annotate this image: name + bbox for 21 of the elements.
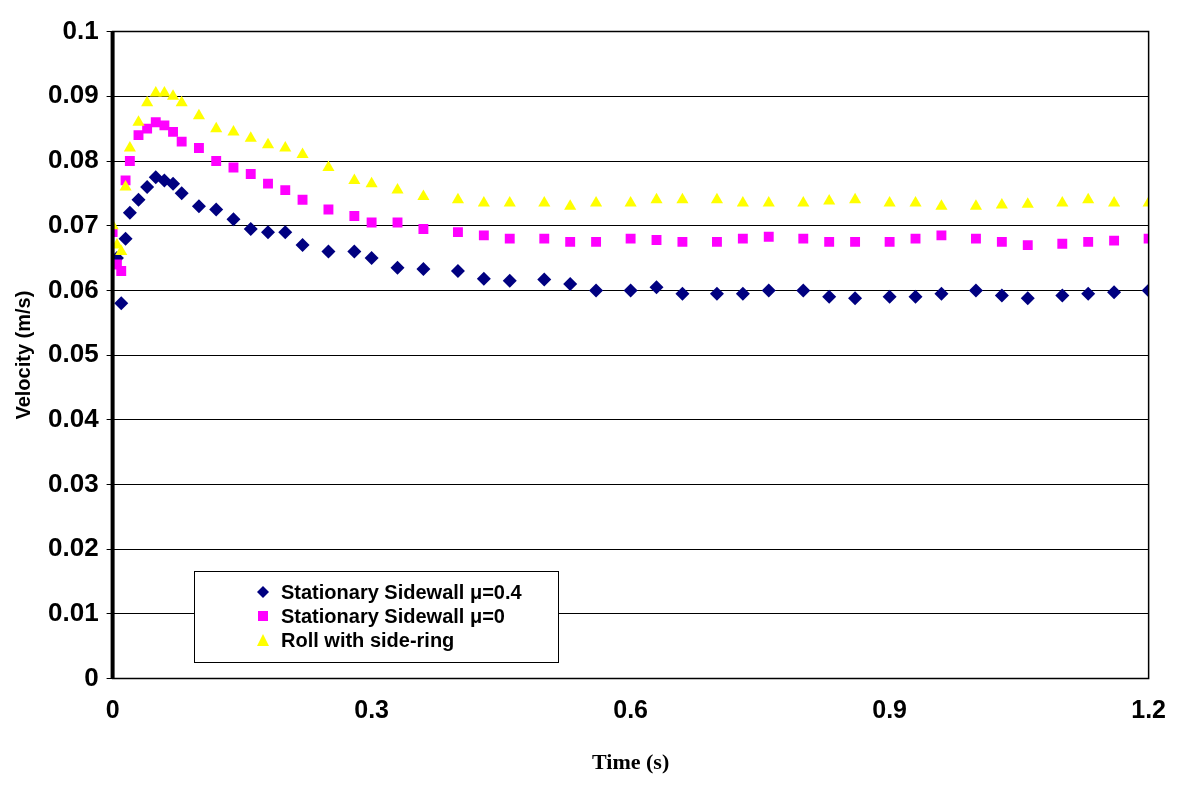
y-tick-label: 0.05 (47, 338, 99, 369)
y-tick-label: 0.06 (47, 273, 99, 304)
x-tick-label: 0.6 (613, 695, 648, 724)
legend-label: Stationary Sidewall μ=0.4 (281, 580, 522, 604)
y-tick-label: 0.08 (47, 144, 99, 175)
x-tick-label: 0.9 (872, 695, 907, 724)
y-tick-label: 0.07 (47, 208, 99, 239)
y-tick-label: 0 (84, 661, 99, 692)
legend-label: Stationary Sidewall μ=0 (281, 604, 505, 628)
x-tick-label: 0.3 (354, 695, 389, 724)
y-tick-label: 0.09 (47, 79, 99, 110)
y-tick-label: 0.02 (47, 532, 99, 563)
y-tick-label: 0.01 (47, 597, 99, 628)
y-tick-label: 0.04 (47, 402, 100, 433)
x-axis-title: Time (s) (592, 749, 670, 775)
x-tick-label: 1.2 (1131, 695, 1167, 724)
legend-label: Roll with side-ring (281, 628, 455, 652)
y-axis-title: Velocity (m/s) (11, 290, 34, 420)
y-tick-label: 0.1 (62, 14, 99, 45)
x-tick-label: 0 (105, 695, 120, 724)
y-tick-label: 0.03 (47, 467, 99, 498)
